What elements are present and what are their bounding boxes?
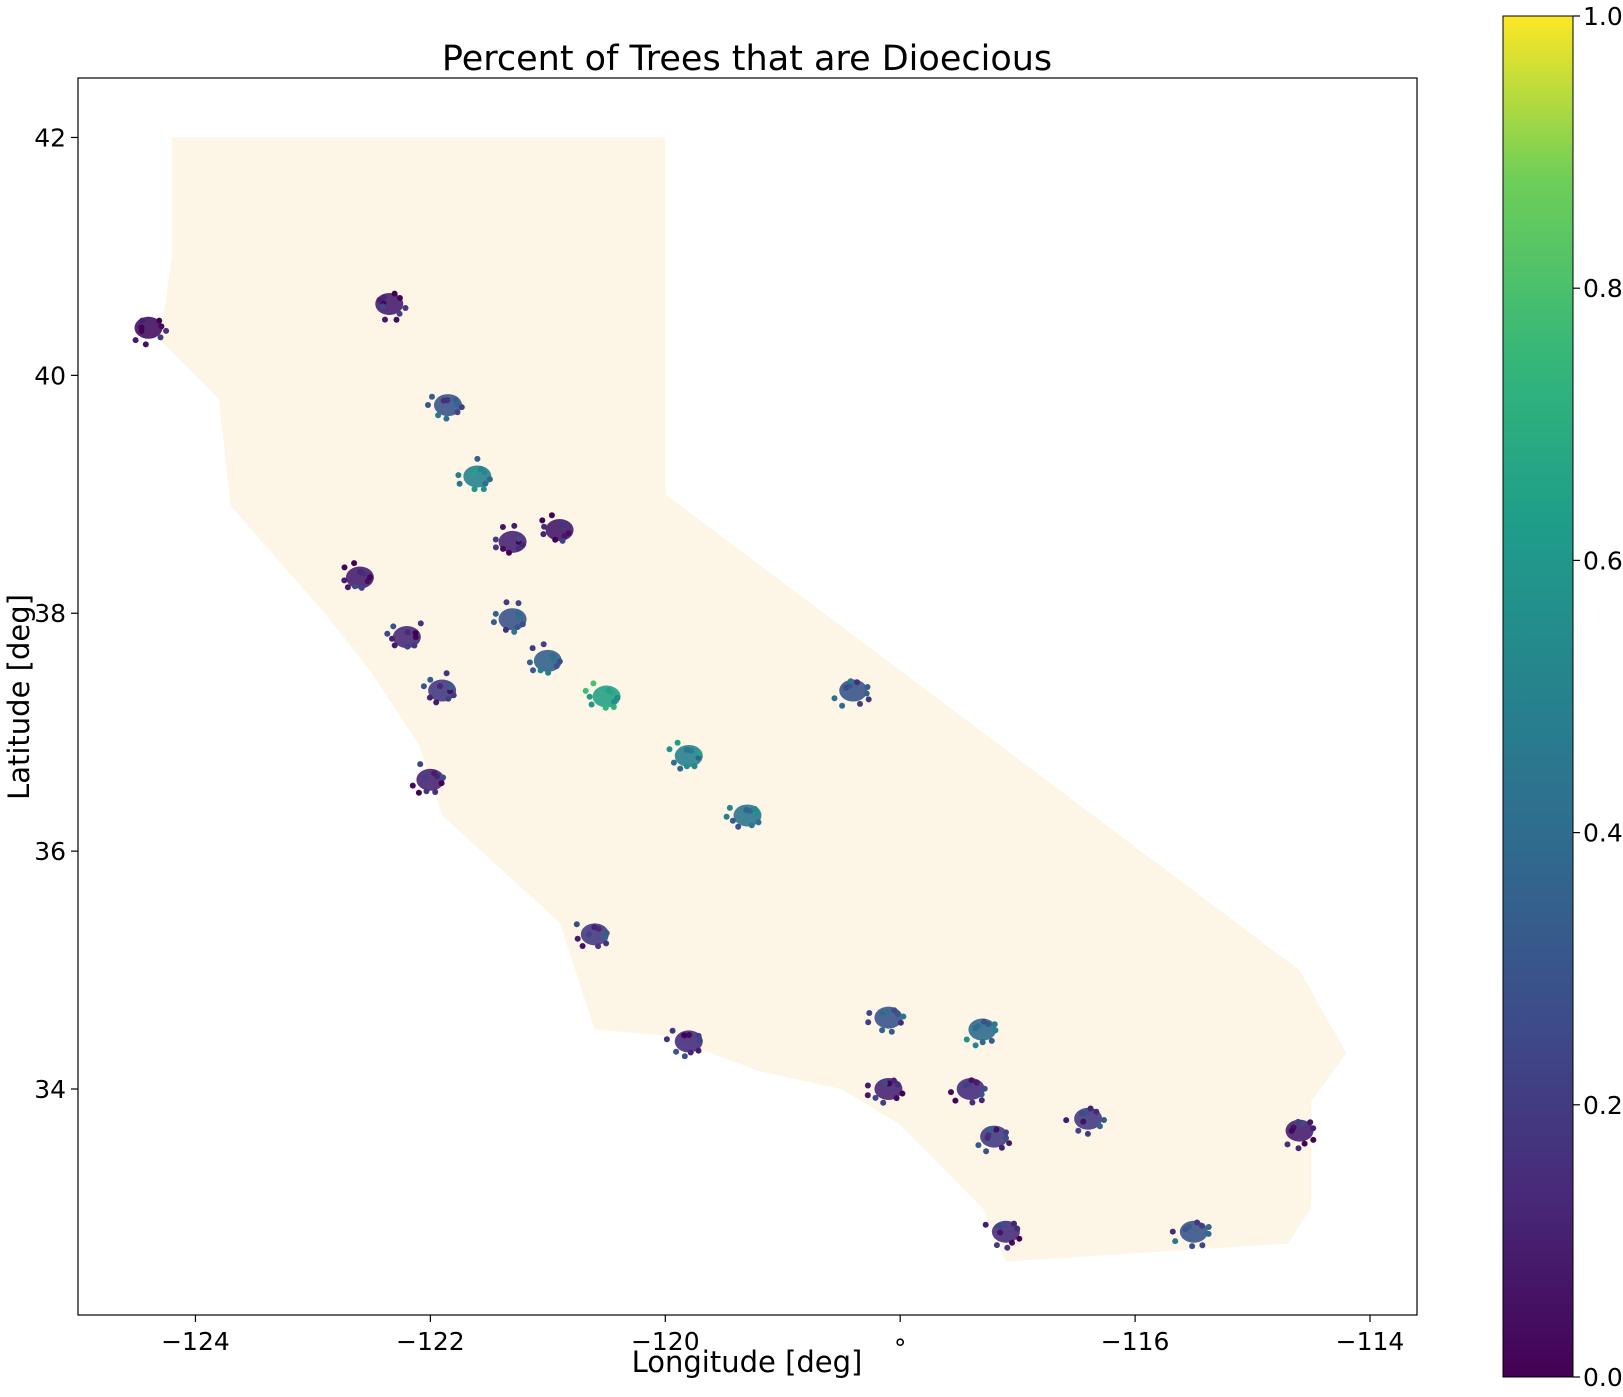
data-cluster [831,678,872,709]
data-cluster [1063,1105,1107,1137]
colorbar-tick-label: 0.4 [1583,819,1623,848]
y-axis-label: Latitude [deg] [2,594,36,800]
y-tick-label: 38 [34,599,66,628]
data-cluster [341,560,374,591]
colorbar-tick-label: 0.8 [1583,274,1623,303]
data-cluster [723,804,762,830]
x-tick-label: −116 [1101,1327,1170,1356]
x-tick-label: −114 [1336,1327,1405,1356]
colorbar-tick-label: 0.6 [1583,546,1623,575]
y-tick-label: 40 [34,361,66,390]
colorbar-tick-label: 0.0 [1583,1363,1623,1392]
data-cluster [582,680,621,711]
data-cluster [455,455,493,493]
data-cluster [420,670,457,706]
state-footprint [160,137,1347,1262]
plot-frame [77,77,1418,1316]
y-tick-label: 34 [34,1075,66,1104]
x-tick-label: −120 [631,1327,700,1356]
colorbar-tick-label: 0.2 [1583,1091,1623,1120]
colorbar [1502,15,1574,1378]
data-cluster [982,1220,1023,1251]
x-axis-label: Longitude [deg] [632,1345,863,1379]
data-cluster [1284,1118,1317,1152]
x-tick-label: −124 [161,1327,230,1356]
map-plot-area [132,137,1347,1262]
data-cluster [375,290,409,323]
data-cluster [573,921,610,950]
colorbar-tick-label: 1.0 [1583,2,1623,31]
data-cluster [963,1018,999,1049]
data-cluster [492,522,527,556]
chart-title: Percent of Trees that are Dioecious [442,39,1052,79]
data-cluster [663,1027,703,1060]
data-cluster [409,761,447,796]
data-cluster [132,316,170,348]
data-cluster [384,620,424,650]
data-cluster [865,1006,907,1035]
data-cluster [539,512,574,544]
data-cluster [526,641,563,676]
y-axis-ticks: 34 36 38 40 42 [34,123,78,1104]
data-cluster [948,1077,988,1106]
y-tick-label: 36 [34,837,66,866]
data-cluster [1169,1219,1212,1250]
data-cluster [666,739,703,772]
data-cluster [425,393,465,422]
y-tick-label: 42 [34,123,66,152]
x-tick-label: −122 [396,1327,465,1356]
data-cluster [975,1125,1013,1155]
x-tick-label: ∘ [892,1327,908,1356]
x-axis-ticks: −124 −122 −120 ∘ −116 −114 [161,1315,1404,1356]
colorbar-ticks: 0.0 0.2 0.4 0.6 0.8 1.0 [1573,2,1623,1392]
data-cluster [864,1077,906,1106]
data-cluster [490,599,527,635]
